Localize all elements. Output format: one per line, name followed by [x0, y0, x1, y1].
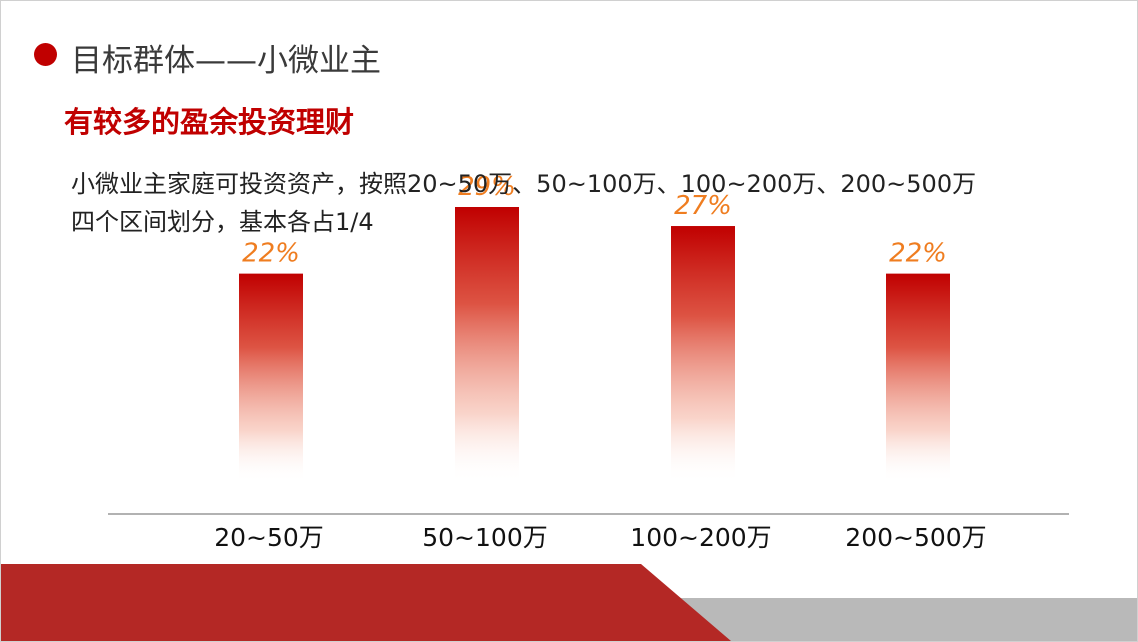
x-tick-label-3: 100~200万	[630, 523, 771, 552]
x-tick-label-2: 50~100万	[422, 523, 547, 552]
slide-title: 目标群体——小微业主	[71, 43, 381, 79]
bar-2	[455, 207, 519, 483]
x-tick-label-4: 200~500万	[845, 523, 986, 552]
description-line-1: 小微业主家庭可投资资产，按照20~50万、50~100万、100~200万、20…	[71, 170, 977, 198]
bar-4	[886, 273, 950, 483]
bar-value-label-1: 22%	[242, 239, 300, 269]
x-tick-label-1: 20~50万	[214, 523, 324, 552]
description-text: 小微业主家庭可投资资产，按照20~50万、50~100万、100~200万、20…	[71, 165, 1121, 241]
title-bullet-icon	[34, 43, 57, 66]
bars-group: 22% 20~50万 29% 50~100万 27% 100~200万 22% 200~500…	[214, 172, 986, 552]
slide-subtitle: 有较多的盈余投资理财	[64, 105, 355, 139]
footer-red-band	[1, 564, 731, 641]
bar-1	[239, 273, 303, 483]
bar-3	[671, 226, 735, 483]
bar-value-label-3: 27%	[674, 191, 732, 221]
bar-value-label-2: 29%	[458, 172, 516, 202]
description-line-2: 四个区间划分，基本各占1/4	[71, 208, 374, 236]
bar-value-label-4: 22%	[889, 239, 947, 269]
